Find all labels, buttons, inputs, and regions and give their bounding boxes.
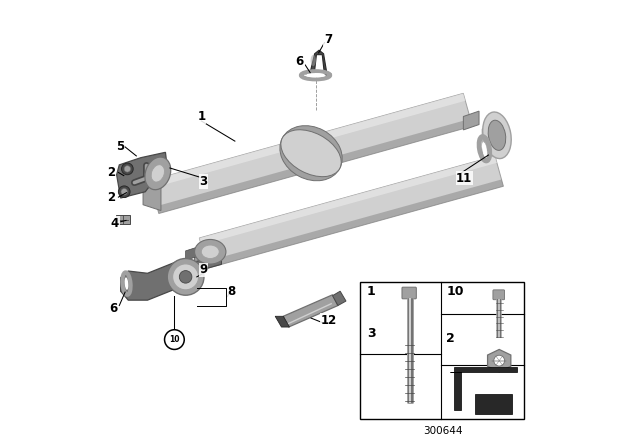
Ellipse shape bbox=[305, 73, 326, 78]
Ellipse shape bbox=[281, 130, 341, 177]
Text: 12: 12 bbox=[321, 314, 337, 327]
Polygon shape bbox=[199, 156, 497, 245]
Ellipse shape bbox=[151, 165, 164, 182]
Ellipse shape bbox=[145, 157, 171, 190]
Text: 1: 1 bbox=[197, 110, 205, 123]
Ellipse shape bbox=[179, 271, 192, 283]
Text: 3: 3 bbox=[367, 327, 376, 340]
Ellipse shape bbox=[310, 55, 316, 66]
Polygon shape bbox=[284, 295, 338, 327]
Text: 6: 6 bbox=[109, 302, 117, 315]
Polygon shape bbox=[195, 244, 210, 265]
Text: 10: 10 bbox=[446, 284, 464, 298]
Polygon shape bbox=[450, 367, 517, 410]
Polygon shape bbox=[275, 316, 289, 327]
Circle shape bbox=[121, 189, 127, 195]
Polygon shape bbox=[482, 124, 497, 152]
Circle shape bbox=[122, 163, 133, 175]
Ellipse shape bbox=[173, 264, 198, 290]
Polygon shape bbox=[199, 156, 504, 268]
Circle shape bbox=[118, 186, 130, 198]
Text: 2: 2 bbox=[108, 190, 116, 204]
Polygon shape bbox=[150, 93, 472, 214]
Text: 11: 11 bbox=[456, 172, 472, 185]
Polygon shape bbox=[170, 254, 221, 279]
Polygon shape bbox=[143, 184, 161, 211]
Text: 7: 7 bbox=[324, 33, 332, 46]
Text: 5: 5 bbox=[116, 140, 125, 154]
Polygon shape bbox=[333, 291, 346, 306]
FancyBboxPatch shape bbox=[402, 287, 417, 299]
Ellipse shape bbox=[482, 142, 487, 155]
Text: 2: 2 bbox=[108, 166, 116, 179]
Ellipse shape bbox=[195, 240, 226, 264]
FancyBboxPatch shape bbox=[493, 290, 504, 300]
Polygon shape bbox=[150, 93, 465, 188]
Polygon shape bbox=[157, 119, 472, 214]
Text: 300644: 300644 bbox=[424, 426, 463, 436]
Polygon shape bbox=[306, 50, 332, 75]
Text: 6: 6 bbox=[296, 55, 304, 69]
Text: 9: 9 bbox=[200, 263, 207, 276]
Ellipse shape bbox=[483, 112, 511, 159]
Polygon shape bbox=[206, 180, 504, 268]
Text: 8: 8 bbox=[227, 284, 236, 298]
FancyBboxPatch shape bbox=[476, 394, 512, 414]
Text: 3: 3 bbox=[200, 175, 207, 188]
Ellipse shape bbox=[201, 245, 219, 258]
Polygon shape bbox=[463, 111, 479, 130]
Circle shape bbox=[164, 330, 184, 349]
FancyBboxPatch shape bbox=[360, 282, 524, 419]
Circle shape bbox=[124, 166, 131, 172]
Polygon shape bbox=[488, 349, 511, 372]
Text: 2: 2 bbox=[446, 332, 455, 345]
Polygon shape bbox=[121, 260, 181, 300]
Text: 10: 10 bbox=[169, 335, 180, 344]
Ellipse shape bbox=[125, 277, 129, 290]
Polygon shape bbox=[186, 247, 197, 260]
Circle shape bbox=[494, 355, 504, 366]
Ellipse shape bbox=[280, 126, 342, 181]
FancyBboxPatch shape bbox=[116, 215, 130, 224]
Text: 1: 1 bbox=[367, 284, 376, 298]
Text: 4: 4 bbox=[111, 216, 119, 230]
Polygon shape bbox=[116, 152, 167, 198]
Ellipse shape bbox=[167, 258, 204, 295]
Ellipse shape bbox=[488, 120, 506, 151]
